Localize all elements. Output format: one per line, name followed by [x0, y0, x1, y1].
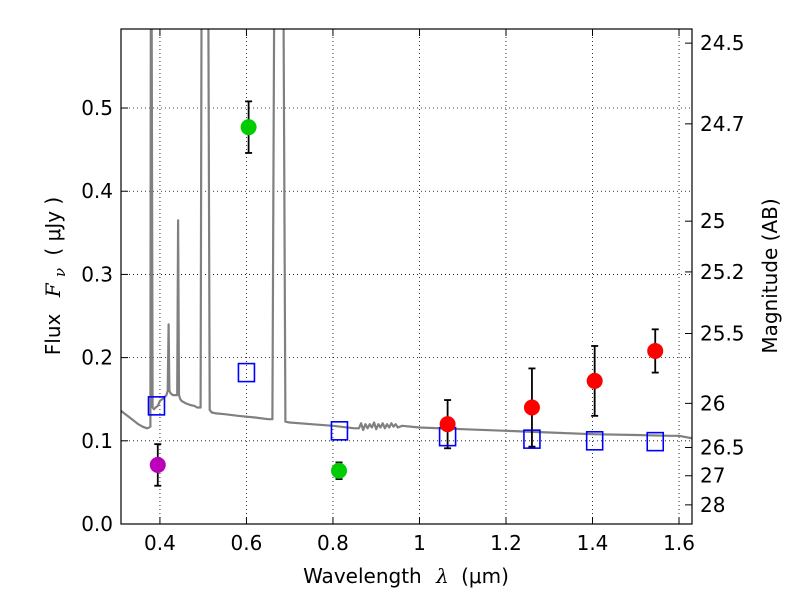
- x-tick-label: 1.4: [577, 531, 609, 555]
- x-tick-label: 0.8: [317, 531, 349, 555]
- y2-tick-label: 24.5: [700, 31, 745, 55]
- plot-frame: [120, 28, 693, 525]
- model-photometry-marker: [646, 431, 665, 452]
- observed-point: [523, 399, 540, 416]
- plot-background: [121, 29, 692, 524]
- y2-tick-label: 25: [700, 209, 725, 233]
- y-tick-label: 0.5: [81, 96, 113, 120]
- y2-tick-label: 25.5: [700, 321, 745, 345]
- x-tick-label: 1.6: [663, 531, 695, 555]
- y2-tick-label: 25.2: [700, 260, 745, 284]
- x-tick-label: 1: [413, 531, 426, 555]
- model-photometry-marker: [237, 362, 256, 383]
- x-tick-label: 0.6: [231, 531, 263, 555]
- y2-tick-label: 26.5: [700, 435, 745, 459]
- y-tick-label: 0.4: [81, 179, 113, 203]
- y2-tick-label: 27: [700, 464, 725, 488]
- x-tick-label: 0.4: [144, 531, 176, 555]
- y-tick-label: 0.0: [81, 512, 113, 536]
- observed-point: [149, 456, 166, 473]
- observed-point: [331, 462, 348, 479]
- grid: [121, 29, 692, 525]
- x-axis-label: Wavelength λ (μm): [303, 564, 509, 588]
- y-tick-label: 0.3: [81, 262, 113, 286]
- y-axis-label-unit: ( μJy ): [41, 197, 65, 256]
- x-tick-label: 1.2: [490, 531, 522, 555]
- x-axis-label-prefix: Wavelength: [303, 564, 422, 588]
- x-axis-label-symbol: λ: [435, 564, 449, 588]
- y2-tick-label: 24.7: [700, 112, 745, 136]
- y2-tick-label: 26: [700, 391, 725, 415]
- model-photometry-marker: [523, 429, 541, 449]
- y-axis-label: Flux F ν ( μJy ): [41, 197, 70, 355]
- marker-layer: [147, 119, 665, 479]
- model-photometry-marker: [585, 431, 604, 451]
- y-tick-label: 0.1: [81, 429, 113, 453]
- observed-point: [439, 416, 456, 433]
- y2-axis-label: Magnitude (AB): [758, 198, 782, 353]
- y-tick-label: 0.2: [81, 346, 113, 370]
- observed-point: [647, 342, 664, 359]
- observed-point: [240, 119, 257, 136]
- y-axis-label-prefix: Flux: [41, 313, 65, 355]
- y2-tick-label: 28: [700, 493, 725, 517]
- tick-layer: 0.4 0.6 0.8 1 1.2 1.4 1.6 0.0 0.1 0.2 0.3 0.4 0.5 24.…: [81, 29, 745, 555]
- observed-point: [586, 372, 603, 389]
- model-spectrum-line: [121, 29, 692, 440]
- y-axis-label-symbol: F: [41, 282, 65, 298]
- model-photometry-marker: [147, 396, 166, 416]
- x-axis-label-unit: (μm): [461, 564, 509, 588]
- data-layer: [121, 29, 692, 440]
- y-axis-label-subscript: ν: [51, 268, 69, 277]
- model-photometry-marker: [330, 421, 349, 441]
